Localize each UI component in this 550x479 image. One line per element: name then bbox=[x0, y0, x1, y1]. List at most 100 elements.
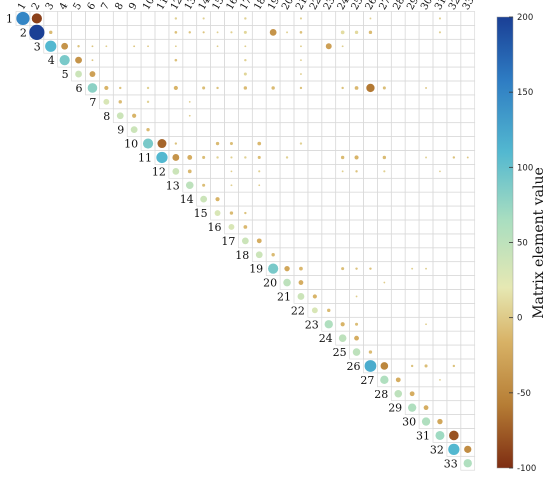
column-label: 31 bbox=[433, 0, 449, 12]
grid-cell bbox=[418, 386, 434, 402]
grid-cell bbox=[238, 108, 253, 124]
grid-cell bbox=[432, 400, 448, 415]
grid-cell bbox=[460, 80, 476, 96]
grid-cell bbox=[363, 191, 378, 207]
grid-cell bbox=[265, 52, 281, 68]
grid-cell bbox=[404, 289, 420, 304]
matrix-bubble bbox=[202, 155, 206, 159]
grid-cell bbox=[432, 122, 448, 137]
grid-cell bbox=[251, 52, 267, 68]
grid-cell bbox=[224, 80, 239, 96]
grid-cell bbox=[99, 25, 114, 40]
grid-cell bbox=[265, 233, 281, 249]
grid-cell bbox=[279, 219, 295, 235]
grid-cell bbox=[390, 289, 406, 304]
matrix-bubble bbox=[174, 31, 178, 34]
grid-cell bbox=[182, 52, 198, 68]
matrix-bubble bbox=[59, 55, 70, 66]
grid-cell bbox=[418, 122, 434, 137]
grid-cell bbox=[390, 191, 406, 207]
colorbar-tick-label: -100 bbox=[517, 464, 536, 474]
grid-cell bbox=[154, 25, 170, 40]
grid-cell bbox=[418, 372, 434, 388]
grid-cell bbox=[307, 66, 323, 82]
matrix-grid bbox=[15, 11, 476, 471]
colorbar-tick-label: 0 bbox=[517, 314, 522, 324]
matrix-bubble bbox=[299, 266, 303, 271]
grid-cell bbox=[404, 330, 420, 346]
column-label: 24 bbox=[336, 0, 352, 12]
grid-cell bbox=[349, 122, 364, 137]
grid-cell bbox=[112, 66, 128, 82]
matrix-bubble bbox=[157, 139, 167, 149]
grid-cell bbox=[377, 330, 392, 346]
matrix-bubble bbox=[258, 184, 261, 187]
matrix-bubble bbox=[146, 86, 150, 90]
matrix-bubble bbox=[174, 58, 178, 62]
matrix-bubble bbox=[299, 31, 303, 34]
matrix-bubble bbox=[300, 73, 302, 75]
bubble-layer bbox=[16, 11, 472, 468]
matrix-bubble bbox=[216, 31, 219, 34]
grid-cell bbox=[349, 94, 364, 110]
matrix-bubble bbox=[452, 156, 456, 159]
grid-cell bbox=[154, 66, 170, 82]
matrix-bubble bbox=[173, 85, 178, 91]
matrix-bubble bbox=[438, 31, 442, 34]
matrix-bubble bbox=[146, 100, 150, 104]
colorbar-tick-label: 150 bbox=[517, 88, 533, 98]
grid-cell bbox=[446, 414, 462, 429]
grid-cell bbox=[404, 122, 420, 137]
matrix-bubble bbox=[448, 443, 460, 455]
matrix-bubble bbox=[45, 40, 57, 52]
grid-cell bbox=[418, 52, 434, 68]
grid-cell bbox=[140, 25, 156, 40]
matrix-bubble bbox=[258, 170, 261, 173]
grid-cell bbox=[335, 205, 350, 221]
grid-cell bbox=[321, 94, 337, 110]
row-label: 29 bbox=[388, 402, 402, 415]
grid-cell bbox=[321, 150, 337, 165]
grid-cell bbox=[446, 316, 462, 332]
grid-cell bbox=[279, 233, 295, 249]
colorbar-label: Matrix element value bbox=[531, 167, 547, 319]
row-label: 33 bbox=[444, 457, 458, 470]
grid-cell bbox=[460, 108, 476, 124]
row-label: 7 bbox=[89, 96, 96, 109]
grid-cell bbox=[321, 80, 337, 96]
column-label: 17 bbox=[238, 0, 254, 12]
grid-cell bbox=[460, 344, 476, 360]
grid-cell bbox=[446, 136, 462, 151]
grid-cell bbox=[238, 94, 253, 110]
grid-cell bbox=[432, 275, 448, 290]
grid-cell bbox=[460, 303, 476, 318]
grid-cell bbox=[390, 136, 406, 151]
matrix-bubble bbox=[230, 31, 233, 34]
grid-cell bbox=[251, 94, 267, 110]
column-label: 23 bbox=[322, 0, 338, 12]
column-label: 12 bbox=[169, 0, 185, 12]
grid-cell bbox=[377, 219, 392, 235]
grid-cell bbox=[307, 177, 323, 193]
grid-cell bbox=[154, 122, 170, 137]
grid-cell bbox=[363, 330, 378, 346]
grid-cell bbox=[321, 191, 337, 207]
grid-cell bbox=[265, 150, 281, 165]
column-label: 4 bbox=[58, 1, 71, 12]
grid-cell bbox=[265, 11, 281, 26]
matrix-bubble bbox=[355, 170, 358, 173]
grid-cell bbox=[432, 303, 448, 318]
matrix-bubble bbox=[230, 184, 233, 187]
row-label: 24 bbox=[319, 332, 333, 345]
grid-cell bbox=[460, 25, 476, 40]
row-label: 6 bbox=[76, 82, 83, 95]
matrix-bubble bbox=[130, 126, 138, 134]
grid-cell bbox=[377, 191, 392, 207]
grid-cell bbox=[335, 219, 350, 235]
grid-cell bbox=[238, 164, 253, 179]
grid-cell bbox=[307, 219, 323, 235]
grid-cell bbox=[404, 25, 420, 40]
grid-cell bbox=[265, 38, 281, 54]
grid-cell bbox=[363, 289, 378, 304]
